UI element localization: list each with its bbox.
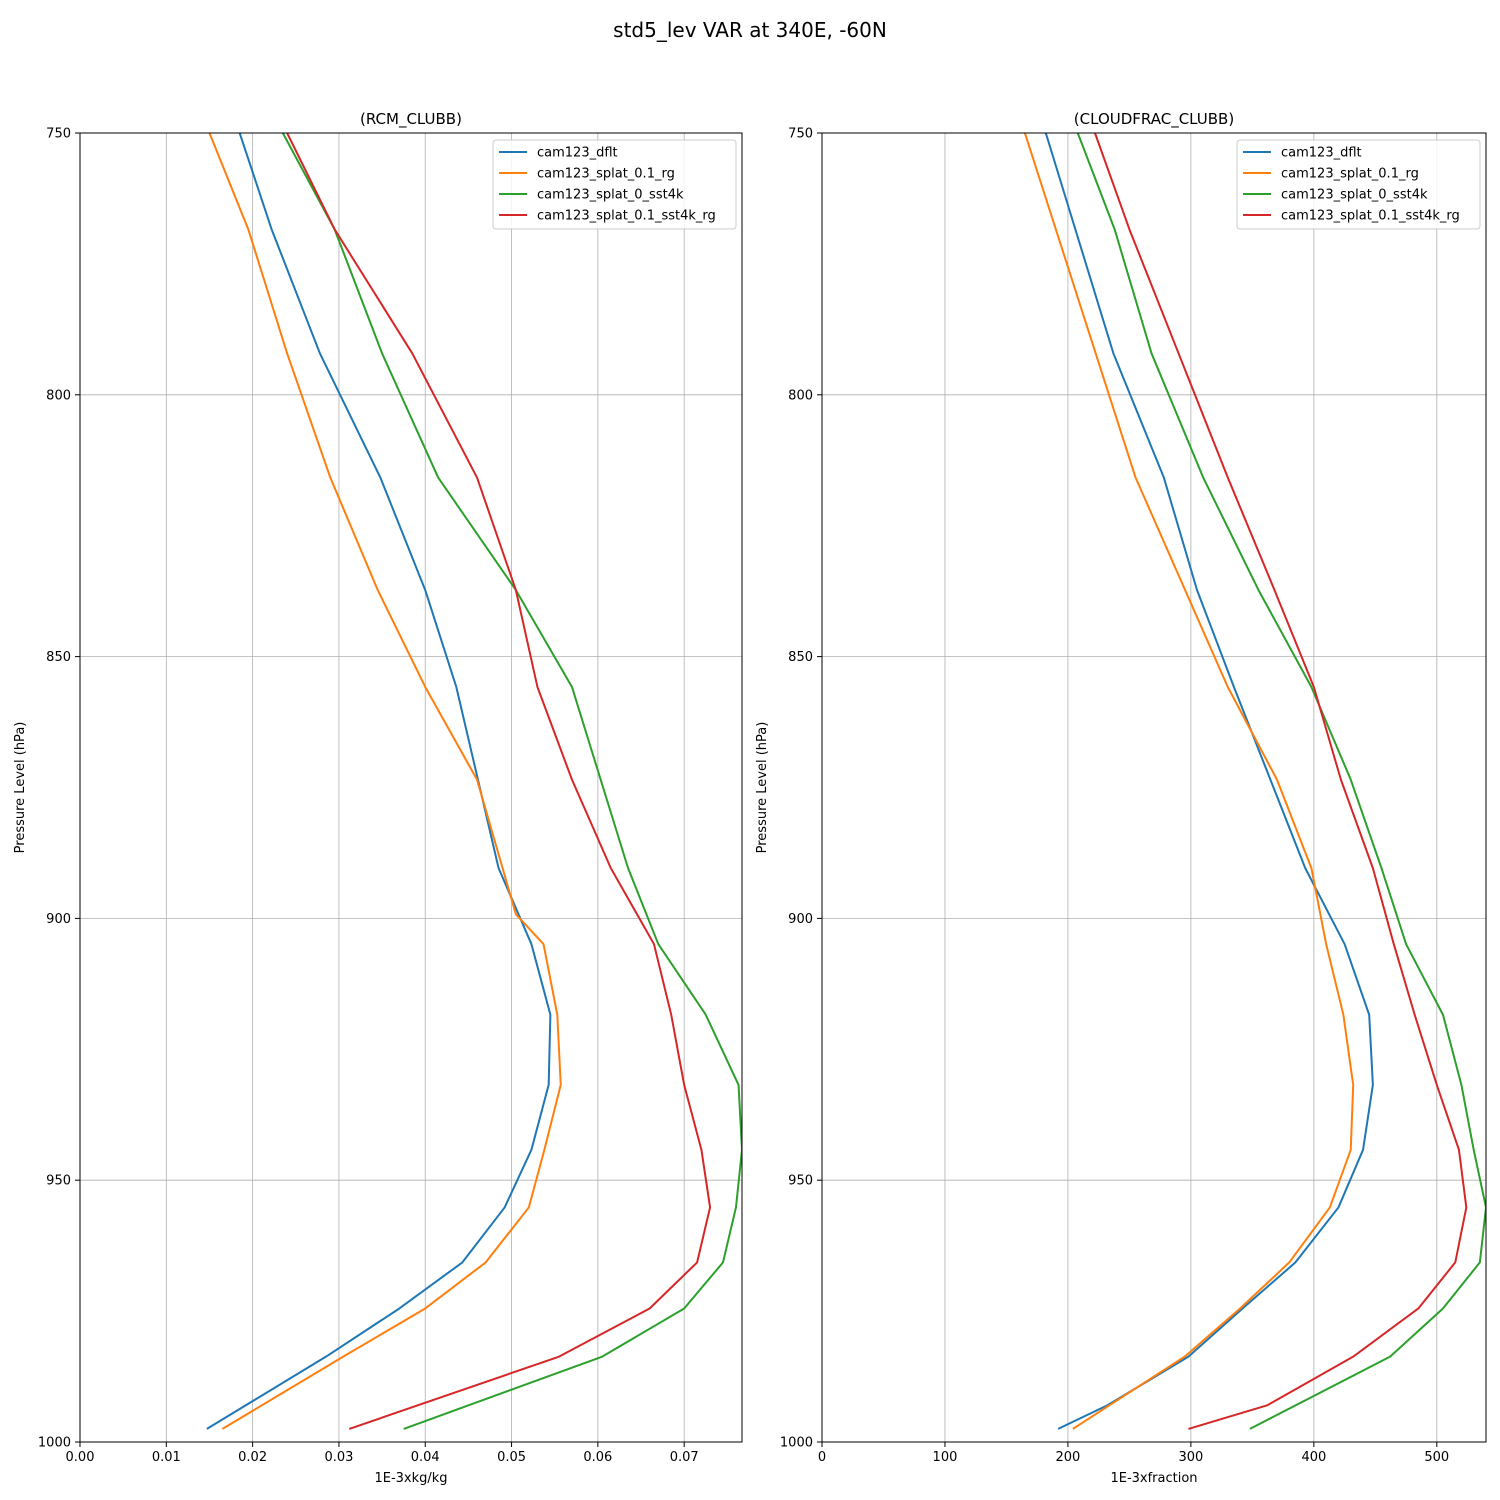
- x-tick-label: 0: [818, 1450, 826, 1465]
- legend-label: cam123_splat_0_sst4k: [1281, 188, 1428, 203]
- panel-title: (RCM_CLUBB): [360, 110, 462, 129]
- legend: cam123_dflt cam123_splat_0.1_rg cam123_spl…: [492, 139, 737, 230]
- series-line-cam123_splat_0.1_rg: [208, 133, 562, 1430]
- x-tick-label: 0.01: [152, 1450, 181, 1465]
- series-line-cam123_splat_0_sst4k: [1076, 133, 1486, 1430]
- legend-label: cam123_dflt: [1281, 146, 1362, 161]
- legend-label: cam123_dflt: [537, 146, 618, 161]
- legend-label: cam123_splat_0.1_sst4k_rg: [1281, 209, 1460, 224]
- series-group: [206, 133, 742, 1430]
- x-tick-label: 0.02: [238, 1450, 267, 1465]
- x-tick-label: 400: [1301, 1450, 1326, 1465]
- x-tick-label: 0.03: [324, 1450, 353, 1465]
- x-tick-label: 0.00: [66, 1450, 95, 1465]
- series-group: [1023, 133, 1486, 1430]
- x-tick-label: 500: [1424, 1450, 1449, 1465]
- legend-label: cam123_splat_0.1_sst4k_rg: [537, 209, 716, 224]
- panel-cloudfrac-clubb: 0 100 200 300 400 500 750 800 850 900 950 1000 (CLOU…: [755, 110, 1487, 1486]
- series-line-cam123_splat_0.1_rg: [1023, 133, 1355, 1430]
- x-tick-label: 0.05: [497, 1450, 526, 1465]
- panel-rcm-clubb: 0.00 0.01 0.02 0.03 0.04 0.05 0.06 0.07 750 800 85…: [13, 110, 743, 1486]
- legend-box: [492, 139, 737, 230]
- y-tick-label: 800: [788, 388, 813, 403]
- x-tick-label: 0.06: [583, 1450, 612, 1465]
- y-tick-label: 1000: [780, 1436, 813, 1451]
- y-tick-label: 950: [46, 1174, 71, 1189]
- figure-suptitle: std5_lev VAR at 340E, -60N: [613, 18, 887, 42]
- y-axis-label: Pressure Level (hPa): [755, 722, 770, 854]
- y-tick-label: 850: [46, 650, 71, 665]
- y-tick-label: 900: [788, 912, 813, 927]
- series-line-cam123_splat_0.1_sst4k_rg: [1094, 133, 1468, 1430]
- y-axis-label: Pressure Level (hPa): [13, 722, 28, 854]
- series-line-cam123_splat_0.1_sst4k_rg: [286, 133, 712, 1430]
- x-tick-label: 0.04: [411, 1450, 440, 1465]
- x-axis-label: 1E-3xkg/kg: [374, 1471, 447, 1486]
- y-tick-label: 1000: [38, 1436, 71, 1451]
- series-line-cam123_dflt: [1044, 133, 1374, 1430]
- panel-title: (CLOUDFRAC_CLUBB): [1074, 110, 1234, 129]
- x-tick-label: 0.07: [670, 1450, 699, 1465]
- x-tick-label: 300: [1178, 1450, 1203, 1465]
- legend-label: cam123_splat_0.1_rg: [537, 167, 675, 182]
- y-tick-label: 900: [46, 912, 71, 927]
- y-tick-label: 750: [46, 127, 71, 142]
- axes-frame: [821, 132, 1487, 1443]
- legend-box: [1236, 139, 1481, 230]
- y-tick-label: 750: [788, 127, 813, 142]
- legend-label: cam123_splat_0.1_rg: [1281, 167, 1419, 182]
- axes-frame: [79, 132, 743, 1443]
- x-tick-label: 100: [933, 1450, 958, 1465]
- x-axis-label: 1E-3xfraction: [1110, 1471, 1197, 1486]
- legend-label: cam123_splat_0_sst4k: [537, 188, 684, 203]
- y-tick-label: 850: [788, 650, 813, 665]
- y-tick-label: 800: [46, 388, 71, 403]
- y-tick-label: 950: [788, 1174, 813, 1189]
- x-tick-label: 200: [1056, 1450, 1081, 1465]
- legend: cam123_dflt cam123_splat_0.1_rg cam123_spl…: [1236, 139, 1481, 230]
- series-line-cam123_splat_0_sst4k: [281, 133, 742, 1430]
- series-line-cam123_dflt: [206, 133, 552, 1430]
